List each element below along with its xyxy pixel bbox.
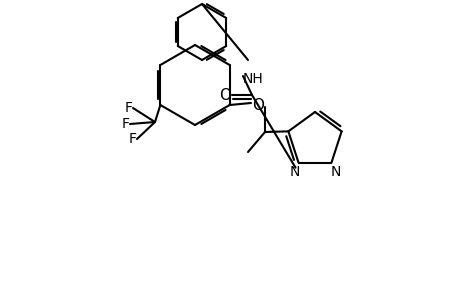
Text: O: O	[218, 88, 230, 103]
Text: N: N	[289, 165, 299, 179]
Text: O: O	[252, 98, 263, 112]
Text: F: F	[129, 132, 137, 146]
Text: F: F	[122, 117, 130, 131]
Text: N: N	[330, 165, 340, 179]
Text: NH: NH	[242, 72, 263, 86]
Text: F: F	[125, 101, 133, 115]
